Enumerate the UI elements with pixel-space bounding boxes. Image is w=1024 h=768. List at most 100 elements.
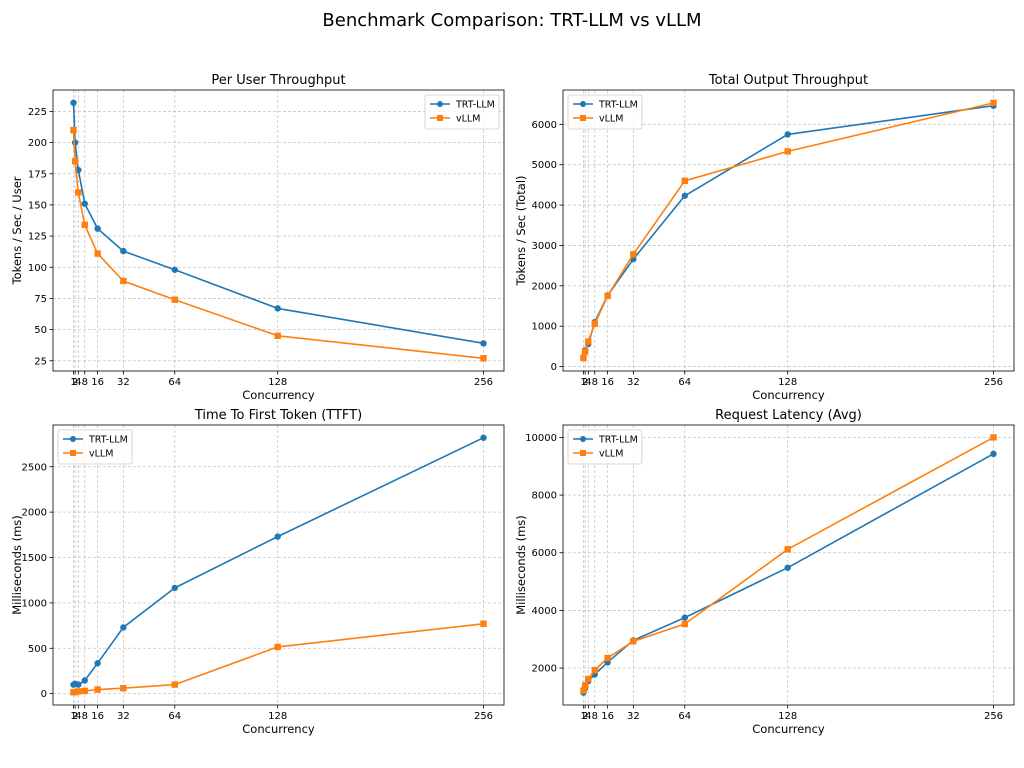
data-point [581,348,589,355]
data-point [120,685,127,692]
legend-label: vLLM [89,449,113,460]
data-point [604,654,611,662]
x-tick-label: 1 [70,377,76,388]
x-tick-label: 1 [70,711,76,722]
data-point [681,177,688,185]
legend-marker [580,101,586,107]
data-point [784,546,791,553]
data-point [81,200,88,207]
y-tick-label: 2000 [532,664,557,675]
series-line [72,130,484,360]
y-tick-label: 1500 [22,553,47,564]
x-tick-label: 2 [72,711,78,722]
data-point [585,675,592,683]
y-tick-label: 0 [551,362,557,373]
x-tick-label: 256 [984,377,1003,388]
x-axis: 124 8 16 32 64 128 256 [70,371,493,388]
data-point [274,643,281,651]
series-line [582,453,994,693]
series-line [582,436,994,691]
data-point [591,666,598,674]
data-point [71,688,79,696]
y-tick-label: 2000 [532,281,557,292]
data-point [75,681,82,688]
data-point [75,688,82,695]
grid [563,90,1014,371]
x-tick-label: 256 [474,377,493,388]
data-point [630,251,637,258]
x-tick-label: 64 [168,711,181,722]
data-point [171,296,178,303]
x-tick-label: 1 [580,711,586,722]
data-point [171,584,178,592]
y-tick-label: 150 [28,200,47,211]
legend-marker [437,115,443,121]
y-tick-label: 0 [41,689,47,700]
y-tick-label: 225 [28,107,47,118]
legend-marker [70,450,76,456]
y-tick-label: 75 [34,294,47,305]
data-point [591,320,598,327]
y-tick-label: 3000 [532,241,557,252]
x-tick-label: 8 [82,711,88,722]
data-point [171,266,178,273]
x-tick-label: 8 [592,711,598,722]
data-point [581,682,589,689]
x-axis: 124 8 16 32 64 128 256 [580,705,1003,722]
series-trt-llm [580,102,997,361]
x-tick-label: 16 [91,711,104,722]
y-tick-label: 1000 [532,322,557,333]
data-point [604,292,611,300]
y-tick-label: 6000 [532,548,557,559]
x-tick-label: 16 [601,377,614,388]
series-line [73,623,484,694]
legend: TRT-LLM vLLM [567,429,643,465]
data-point [94,225,101,232]
data-point [81,221,88,229]
data-point [81,677,88,684]
y-tick-label: 500 [28,644,47,655]
legend: TRT-LLM vLLM [57,429,133,465]
grid [53,425,504,705]
y-tick-label: 8000 [532,491,557,502]
y-tick-label: 175 [28,169,47,180]
x-tick-label: 1 [580,377,586,388]
grid [53,90,504,371]
subplot-title: Request Latency (Avg) [715,408,862,423]
data-point [120,624,127,631]
subplot-3: 124 8 16 32 64 128 256 2000 4000 6000 8000 10000 Req… [514,408,1015,736]
legend-label: vLLM [456,114,480,125]
axes-frame [52,89,505,372]
x-tick-label: 16 [91,377,104,388]
y-tick-label: 2500 [22,462,47,473]
x-tick-label: 32 [627,711,640,722]
x-tick-label: 128 [778,711,797,722]
data-point [990,434,997,441]
data-point [94,250,101,257]
data-point [94,686,101,693]
axes-frame [562,424,1015,706]
subplot-title: Time To First Token (TTFT) [194,408,362,423]
x-tick-label: 16 [601,711,614,722]
data-point [81,687,88,695]
y-tick-label: 200 [28,138,47,149]
y-tick-label: 5000 [532,160,557,171]
y-axis-label: Milliseconds (ms) [514,515,528,615]
y-tick-label: 6000 [532,120,557,131]
series-vllm [70,620,487,696]
data-point [784,148,791,155]
data-point [71,139,79,146]
series-vllm [580,434,997,694]
x-tick-label: 4 [75,377,81,388]
x-tick-label: 64 [678,711,691,722]
data-point [585,338,592,345]
x-tick-label: 32 [627,377,640,388]
legend-marker [580,115,586,121]
data-point [784,564,791,571]
data-point [94,660,101,667]
data-point [681,620,688,628]
data-point [681,614,688,621]
data-point [70,99,77,106]
x-tick-label: 2 [72,377,78,388]
